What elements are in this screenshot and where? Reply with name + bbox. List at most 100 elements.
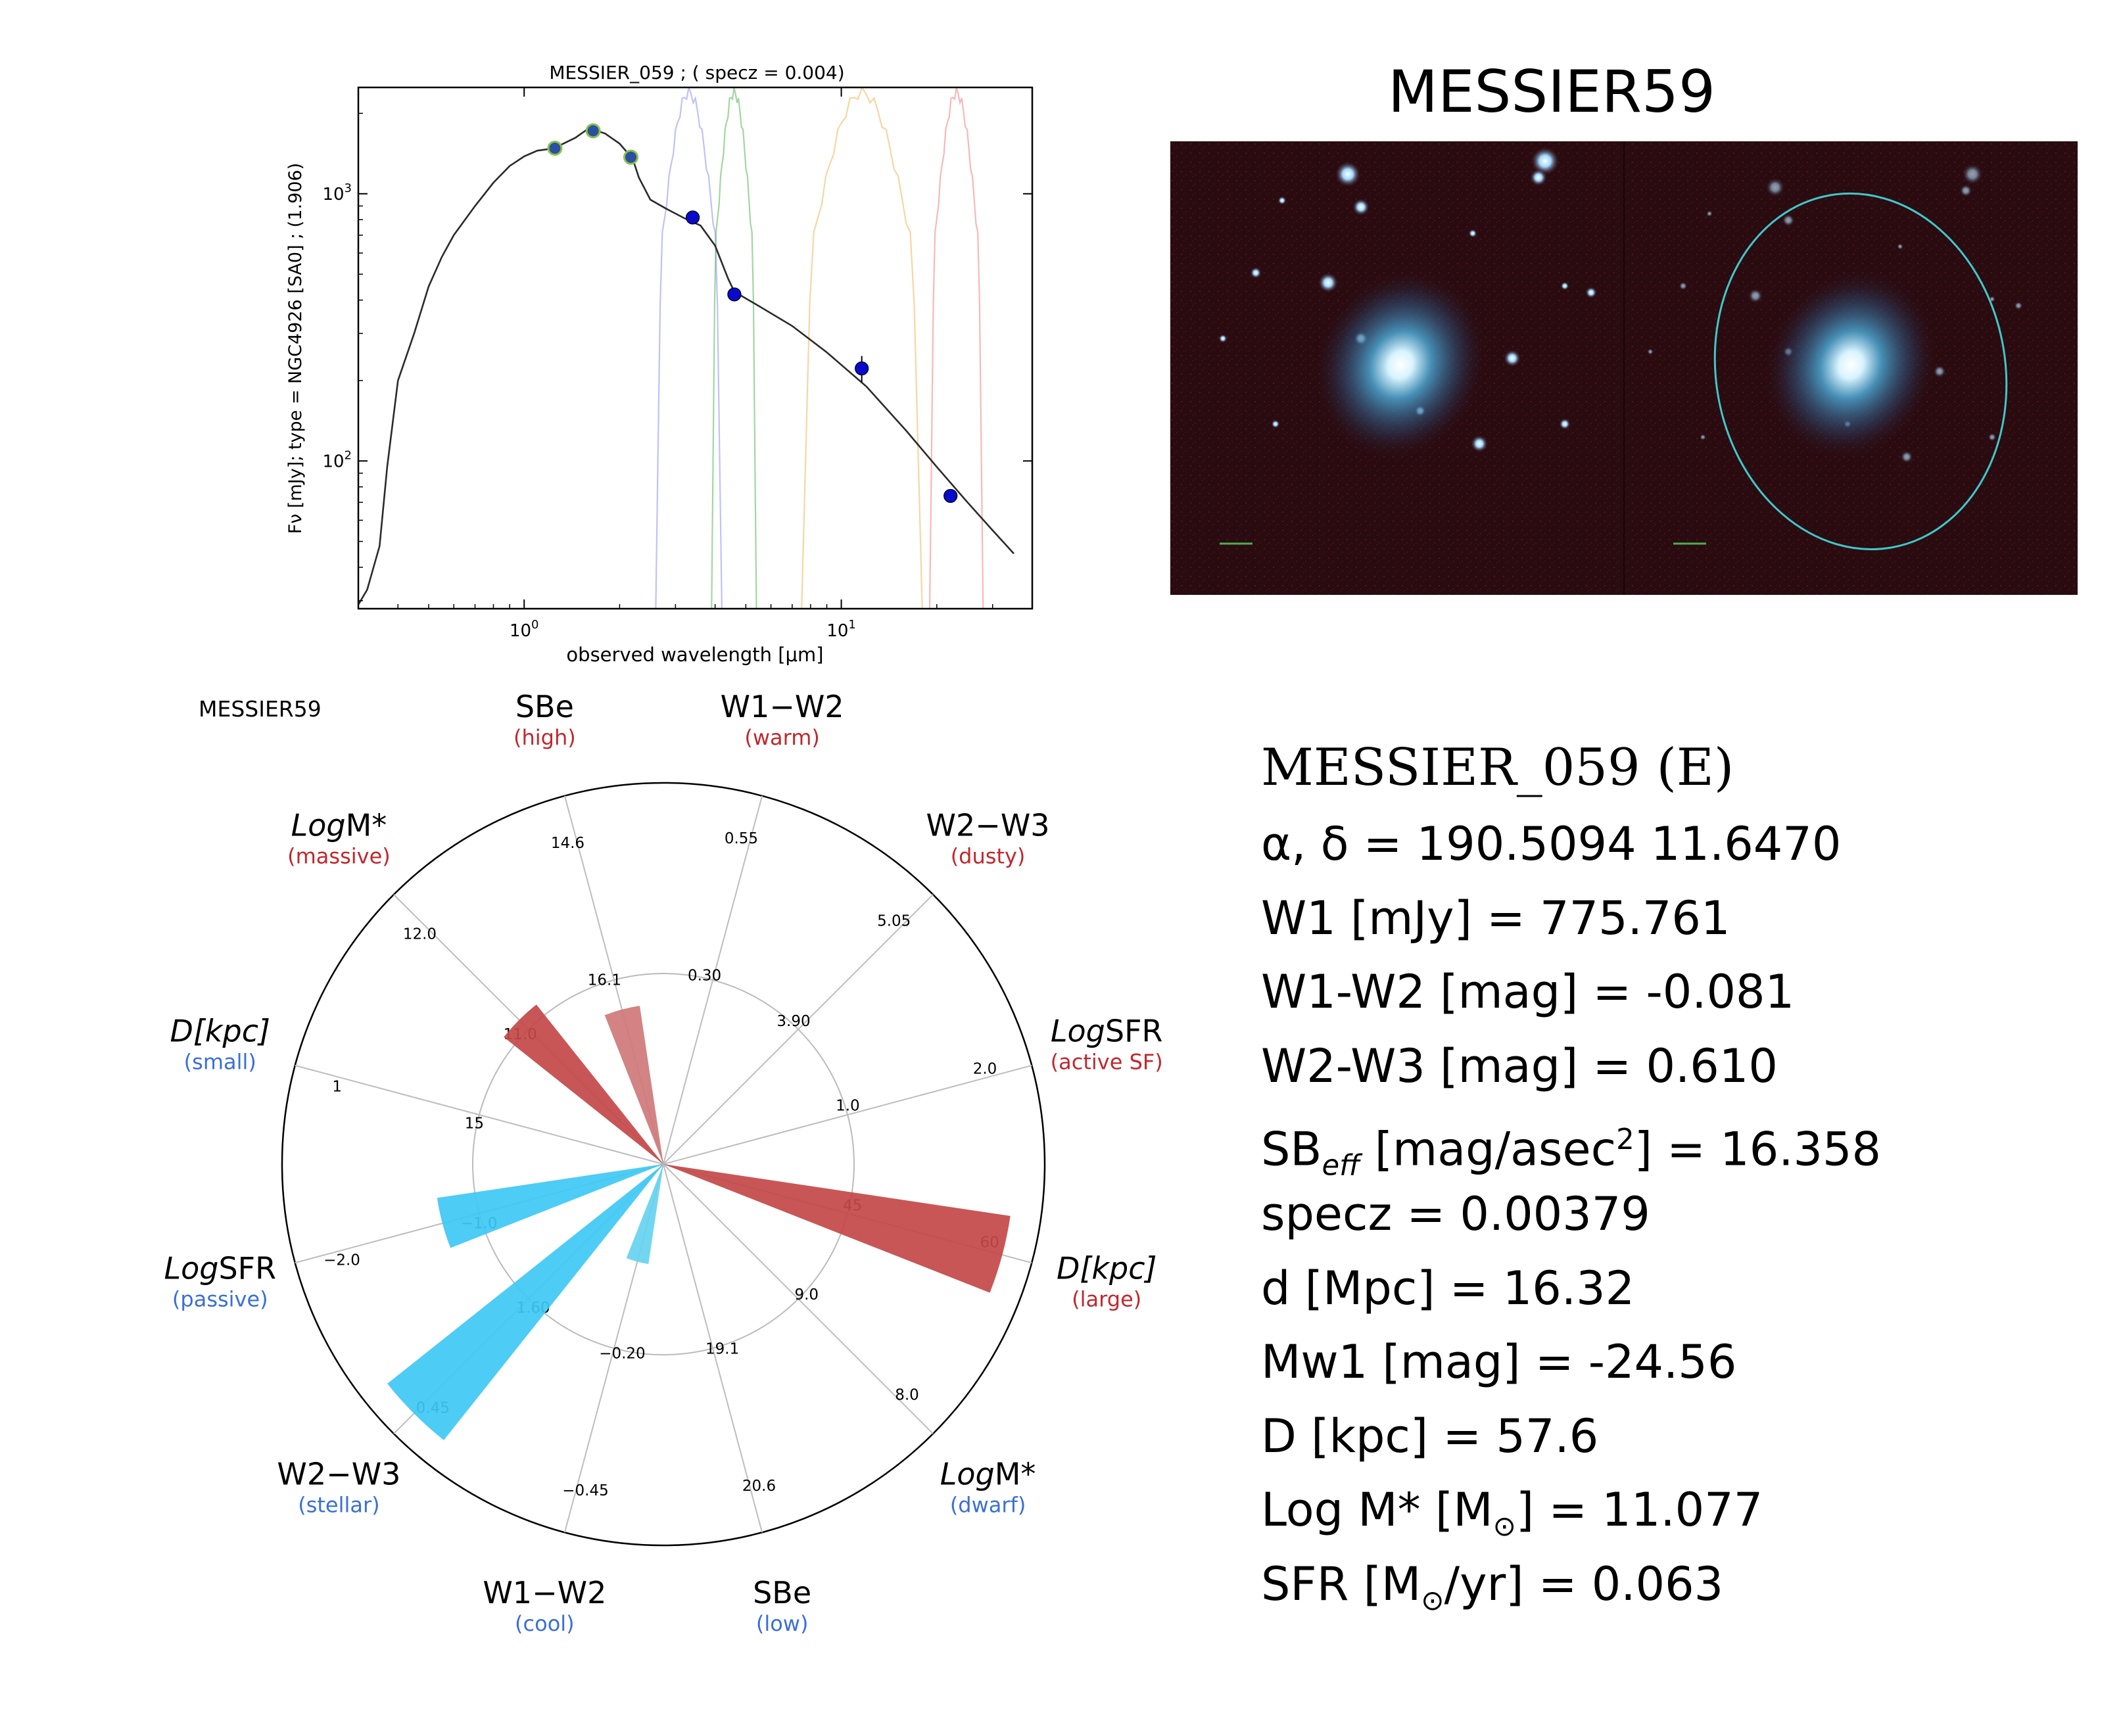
polar-title: MESSIER59 <box>199 696 322 722</box>
polar-bar-1 <box>504 1004 663 1164</box>
info-diameter: D [kpc] = 57.6 <box>1261 1409 1599 1463</box>
info-distance: d [Mpc] = 16.32 <box>1261 1261 1635 1315</box>
polar-tick-label: 16.1 <box>588 972 621 989</box>
galaxy-left <box>1312 268 1489 461</box>
star-left-11 <box>1559 418 1571 430</box>
photometry-point-5 <box>855 361 869 376</box>
info-w1: W1 [mJy] = 775.761 <box>1261 891 1730 945</box>
polar-spoke <box>663 1163 934 1434</box>
filter-curve-w2 <box>711 87 757 609</box>
polar-axis-label: W2−W3 <box>926 807 1050 843</box>
star-right-11 <box>1988 433 1997 442</box>
star-left-2 <box>1531 147 1560 176</box>
photometry-point-0 <box>547 141 563 156</box>
polar-axis-sublabel: (dusty) <box>951 843 1026 868</box>
star-left-1 <box>1352 198 1370 216</box>
polar-axis-sublabel: (small) <box>184 1049 256 1074</box>
star-left-15 <box>1468 229 1477 238</box>
polar-inner-circle <box>472 973 855 1355</box>
info-w1w2: W1-W2 [mag] = -0.081 <box>1261 965 1795 1020</box>
polar-spoke <box>663 1064 1032 1165</box>
polar-bar-0 <box>663 1164 1011 1293</box>
polar-axis-label: W1−W2 <box>721 689 844 724</box>
star-right-7 <box>1748 288 1763 304</box>
photometry-point-1 <box>585 123 601 139</box>
star-right-12 <box>1647 348 1654 355</box>
star-left-7 <box>1318 272 1339 293</box>
polar-spoke <box>663 1163 763 1533</box>
polar-axis-label: D[kpc] <box>170 1013 270 1048</box>
star-right-0 <box>1765 177 1785 197</box>
star-right-16 <box>1706 210 1713 217</box>
photometry-point-2 <box>623 149 639 165</box>
polar-axis-sublabel: (passive) <box>172 1287 268 1312</box>
star-left-5 <box>1470 434 1489 453</box>
polar-tick-label: 9.0 <box>794 1286 819 1303</box>
polar-tick-label: 0.30 <box>688 967 721 984</box>
polar-bar-4 <box>387 1164 663 1440</box>
star-right-2 <box>1962 164 1983 185</box>
star-right-3 <box>1959 184 1972 197</box>
star-left-0 <box>1335 161 1361 187</box>
polar-axis-label: LogM* <box>940 1457 1036 1492</box>
sky-image <box>1170 141 2078 595</box>
polar-spoke <box>663 894 934 1165</box>
star-left-10 <box>1560 281 1569 291</box>
photometry-point-6 <box>943 488 958 504</box>
info-sbeff: SBeff [mag/asec2] = 16.358 <box>1261 1122 1882 1183</box>
star-left-13 <box>1271 419 1280 429</box>
filter-curve-w4 <box>928 87 984 609</box>
star-right-13 <box>1700 434 1706 440</box>
polar-axis-sublabel: (low) <box>756 1611 809 1636</box>
polar-tick-label: 1 <box>332 1079 342 1096</box>
info-logmstar: Log M* [M⊙] = 11.077 <box>1261 1483 1763 1543</box>
star-right-8 <box>1679 281 1688 291</box>
polar-axis-sublabel: (warm) <box>744 725 820 750</box>
sed-chart: MESSIER_059 ; ( specz = 0.004) 100 101102… <box>285 62 1034 666</box>
polar-tick-label: 5.05 <box>877 912 911 929</box>
star-right-1 <box>1782 214 1795 227</box>
polar-bar-2 <box>604 1006 663 1164</box>
galaxy-right <box>1763 268 1939 461</box>
polar-tick-label: −0.20 <box>599 1346 645 1363</box>
polar-axis-label: LogM* <box>291 807 387 843</box>
star-left-12 <box>1218 334 1228 343</box>
polar-outer-circle <box>281 782 1046 1547</box>
polar-axis-sublabel: (cool) <box>515 1611 575 1636</box>
template-sed-line <box>358 127 1014 605</box>
photometry-point-3 <box>685 210 700 225</box>
info-specz: specz = 0.00379 <box>1261 1186 1650 1241</box>
polar-tick-label: 0.55 <box>725 830 758 847</box>
polar-axis-label: SBe <box>515 689 574 724</box>
polar-axis-label: W2−W3 <box>277 1457 400 1492</box>
info-panel: MESSIER_059 (E) α, δ = 190.5094 11.6470 … <box>1261 728 1881 1622</box>
star-right-9 <box>2014 301 2023 310</box>
star-left-3 <box>1529 168 1548 187</box>
polar-plot-area: 0.300.55W1−W2(warm)3.905.05W2−W3(dusty)1… <box>164 689 1162 1636</box>
info-coords: α, δ = 190.5094 11.6470 <box>1261 817 1842 871</box>
sed-xlabel: observed wavelength [μm] <box>566 644 823 666</box>
polar-tick-label: 20.6 <box>742 1478 776 1495</box>
polar-bar-5 <box>437 1164 663 1248</box>
polar-tick-label: 19.1 <box>705 1340 739 1357</box>
polar-tick-label: 2.0 <box>973 1060 997 1077</box>
star-right-5 <box>1900 450 1913 463</box>
polar-axis-label: LogSFR <box>1051 1013 1163 1048</box>
polar-axis-sublabel: (dwarf) <box>950 1493 1026 1518</box>
info-w2w3: W2-W3 [mag] = 0.610 <box>1261 1039 1778 1093</box>
polar-axis-sublabel: (large) <box>1072 1287 1141 1312</box>
polar-spoke <box>295 1064 664 1165</box>
filter-curve-w1 <box>655 87 723 609</box>
polar-tick-label: 8.0 <box>895 1387 919 1404</box>
star-right-15 <box>1897 243 1903 250</box>
polar-axis-sublabel: (massive) <box>287 843 391 868</box>
polar-chart: MESSIER59 0.300.55W1−W2(warm)3.905.05W2−… <box>164 689 1162 1636</box>
polar-spoke <box>663 795 763 1165</box>
star-left-16 <box>1277 196 1287 205</box>
sed-frame <box>357 86 1034 610</box>
filter-curve-w3 <box>801 87 923 609</box>
polar-tick-label: 1.0 <box>836 1097 860 1114</box>
sed-title: MESSIER_059 ; ( specz = 0.004) <box>549 62 844 83</box>
image-title: MESSIER59 <box>1388 58 1715 126</box>
